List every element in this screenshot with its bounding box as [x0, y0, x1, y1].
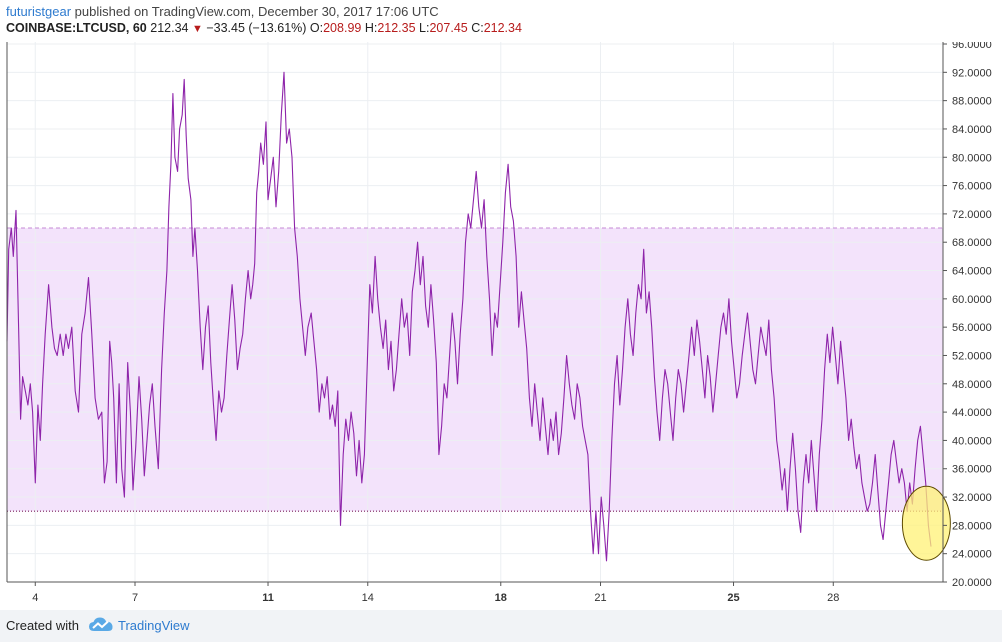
tradingview-link[interactable]: TradingView — [118, 618, 190, 633]
y-tick-label: 52.0000 — [952, 350, 992, 362]
close-value: 212.34 — [483, 21, 522, 35]
x-tick-label: 21 — [594, 592, 606, 604]
price-change: −33.45 (−13.61%) — [206, 21, 307, 35]
published-text: published on TradingView.com, December 3… — [74, 4, 439, 19]
publish-line: futuristgear published on TradingView.co… — [6, 4, 439, 19]
y-tick-label: 20.0000 — [952, 577, 992, 589]
low-label: L: — [419, 21, 430, 35]
chart-header: futuristgear published on TradingView.co… — [0, 0, 1002, 42]
high-label: H: — [364, 21, 378, 35]
last-price: 212.34 — [150, 21, 189, 35]
x-tick-label: 4 — [32, 592, 38, 604]
open-label: O: — [309, 21, 324, 35]
y-tick-label: 88.0000 — [952, 96, 992, 108]
y-tick-label: 72.0000 — [952, 209, 992, 221]
y-tick-label: 92.0000 — [952, 67, 992, 79]
y-tick-label: 68.0000 — [952, 237, 992, 249]
x-tick-label: 7 — [132, 592, 138, 604]
close-label: C: — [471, 21, 484, 35]
series-line — [6, 71, 932, 562]
y-tick-label: 76.0000 — [952, 181, 992, 193]
low-value: 207.45 — [429, 21, 468, 35]
high-value: 212.35 — [377, 21, 416, 35]
rsi-band — [7, 228, 943, 512]
y-tick-label: 84.0000 — [952, 124, 992, 136]
tradingview-cloud-icon[interactable] — [88, 616, 114, 634]
y-tick-label: 28.0000 — [952, 520, 992, 532]
x-tick-label: 11 — [262, 592, 274, 604]
open-value: 208.99 — [323, 21, 362, 35]
footer-bar: Created with TradingView — [0, 610, 1002, 642]
y-tick-label: 56.0000 — [952, 322, 992, 334]
author-link[interactable]: futuristgear — [6, 4, 72, 19]
y-tick-label: 48.0000 — [952, 379, 992, 391]
highlight-ellipse — [901, 485, 951, 561]
x-tick-label: 14 — [362, 592, 374, 604]
x-tick-label: 28 — [827, 592, 839, 604]
y-tick-label: 24.0000 — [952, 549, 992, 561]
y-tick-label: 60.0000 — [952, 294, 992, 306]
y-tick-label: 44.0000 — [952, 407, 992, 419]
created-with-text: Created with — [6, 618, 79, 633]
symbol-info-line: COINBASE:LTCUSD, 60 212.34 ▼ −33.45 (−13… — [6, 21, 522, 35]
y-tick-label: 36.0000 — [952, 464, 992, 476]
x-tick-label: 25 — [727, 592, 739, 604]
y-tick-label: 64.0000 — [952, 266, 992, 278]
y-tick-label: 32.0000 — [952, 492, 992, 504]
x-tick-label: 18 — [495, 592, 507, 604]
symbol-label: COINBASE:LTCUSD, 60 — [6, 21, 147, 35]
down-arrow-icon: ▼ — [191, 23, 203, 35]
y-tick-label: 40.0000 — [952, 435, 992, 447]
chart-area[interactable]: 96.0000 92.0000 88.0000 84.0000 80.0000 76.00… — [0, 42, 1002, 608]
y-tick-label: 80.0000 — [952, 152, 992, 164]
y-tick-label: 96.0000 — [952, 42, 992, 51]
